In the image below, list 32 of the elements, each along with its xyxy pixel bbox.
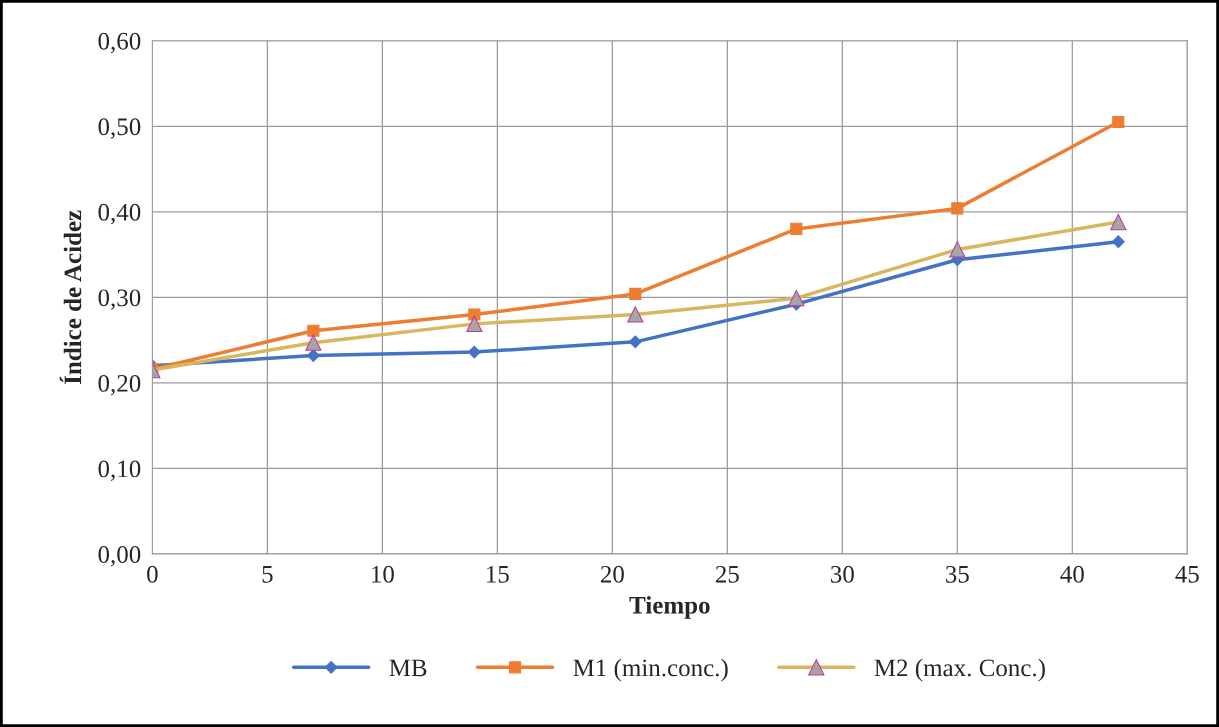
- x-tick-label: 5: [262, 566, 273, 583]
- y-tick-label: 0,20: [98, 374, 141, 396]
- point: [629, 287, 642, 300]
- point: [467, 345, 481, 359]
- point: [306, 349, 320, 362]
- point: [307, 324, 320, 337]
- x-tick-label: 30: [831, 565, 854, 583]
- point: [1111, 235, 1125, 249]
- x-tick-label: 0: [147, 565, 158, 583]
- x-axis-title: Tiempo: [629, 596, 710, 619]
- y-tick-label: 0,40: [98, 203, 141, 225]
- x-tick-label: 35: [946, 565, 969, 583]
- y-tick-label: 0,00: [98, 546, 141, 567]
- point: [951, 202, 964, 215]
- y-axis-title: Índice de Acidez: [59, 210, 82, 384]
- y-tick-label: 0,30: [98, 289, 141, 310]
- point: [790, 222, 803, 235]
- x-tick-label: 10: [372, 565, 394, 583]
- point: [1112, 115, 1125, 129]
- point: [468, 308, 481, 321]
- legend-label: MB: [389, 659, 427, 677]
- x-tick-label: 45: [1175, 565, 1199, 583]
- y-tick-label: 0,10: [98, 460, 141, 481]
- x-tick-label: 15: [487, 565, 509, 583]
- x-tick-label: 40: [1060, 565, 1084, 583]
- x-tick-label: 20: [600, 565, 624, 583]
- y-tick-label: 0,50: [98, 118, 141, 139]
- x-tick-label: 25: [715, 565, 739, 583]
- legend-label: M2 (max. Conc.): [874, 658, 1045, 682]
- point: [628, 335, 642, 349]
- y-tick-label: 0,60: [98, 32, 141, 54]
- legend-label: M1 (min.conc.): [573, 658, 728, 682]
